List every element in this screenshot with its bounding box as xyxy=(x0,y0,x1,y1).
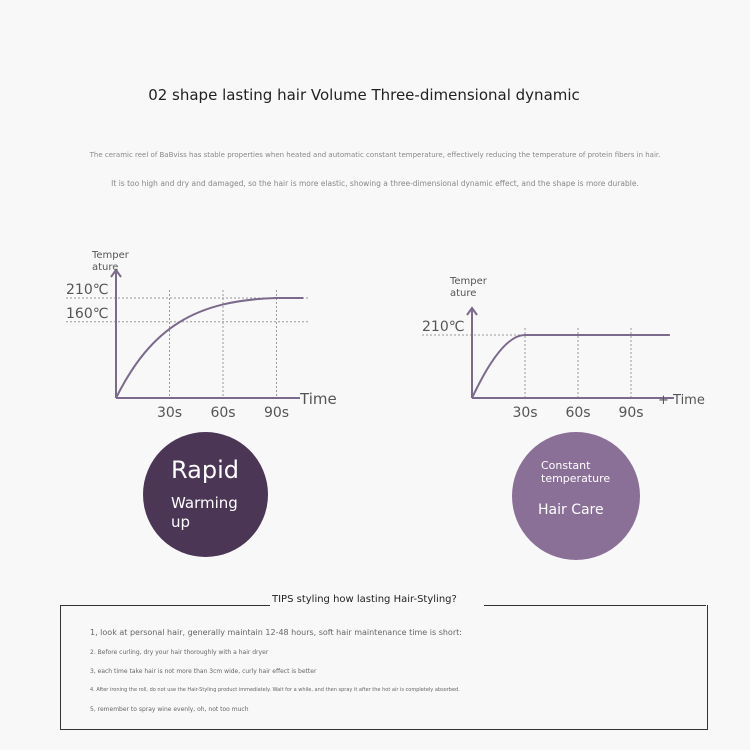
x-tick-label: 60s xyxy=(210,405,235,421)
tip-item: 3, each time take hair is not more than … xyxy=(90,668,317,675)
y-axis-label: ature xyxy=(92,262,118,273)
tip-item: 4. After ironing the roll, do not use th… xyxy=(90,687,460,693)
tips-title: TIPS styling how lasting Hair-Styling? xyxy=(260,594,469,605)
x-tick-label: 30s xyxy=(512,405,537,421)
page-title: 02 shape lasting hair Volume Three-dimen… xyxy=(148,86,580,104)
temperature-curve xyxy=(471,334,670,399)
x-axis-label: + Time xyxy=(658,393,705,408)
badge-line: Warming xyxy=(171,494,238,512)
x-axis-label: Time xyxy=(299,390,337,408)
constant-temperature-badge: Constant temperature Hair Care xyxy=(512,432,640,560)
badge-line: up xyxy=(171,513,191,531)
badge-title: Hair Care xyxy=(538,502,604,518)
divider xyxy=(60,605,270,606)
x-tick-label: 90s xyxy=(264,405,289,421)
rapid-warming-badge: Rapid Warming up xyxy=(143,432,268,557)
y-tick-label: 210℃ xyxy=(66,282,108,298)
temperature-curve xyxy=(115,297,304,399)
badge-title: Rapid xyxy=(171,456,239,484)
badge-line: Constant xyxy=(541,459,591,472)
y-axis-label: Temper xyxy=(91,250,130,261)
tip-item: 1, look at personal hair, generally main… xyxy=(90,628,462,637)
tip-item: 2. Before curling, dry your hair thoroug… xyxy=(90,649,269,656)
y-tick-label: 210℃ xyxy=(422,319,464,335)
y-axis-label: Temper xyxy=(449,276,488,287)
y-axis-arrow xyxy=(466,306,478,316)
y-tick-label: 160℃ xyxy=(66,306,108,322)
y-axis-arrow xyxy=(110,268,122,278)
x-tick-label: 60s xyxy=(565,405,590,421)
badge-line: temperature xyxy=(541,472,611,485)
description-line-1: The ceramic reel of BaBviss has stable p… xyxy=(89,151,661,159)
y-axis-label: ature xyxy=(450,288,476,299)
tips-box xyxy=(60,605,708,730)
description-line-2: It is too high and dry and damaged, so t… xyxy=(111,179,639,188)
divider xyxy=(484,605,706,606)
tip-item: 5, remember to spray wine evenly, oh, no… xyxy=(90,706,249,713)
x-tick-label: 90s xyxy=(618,405,643,421)
x-tick-label: 30s xyxy=(157,405,182,421)
